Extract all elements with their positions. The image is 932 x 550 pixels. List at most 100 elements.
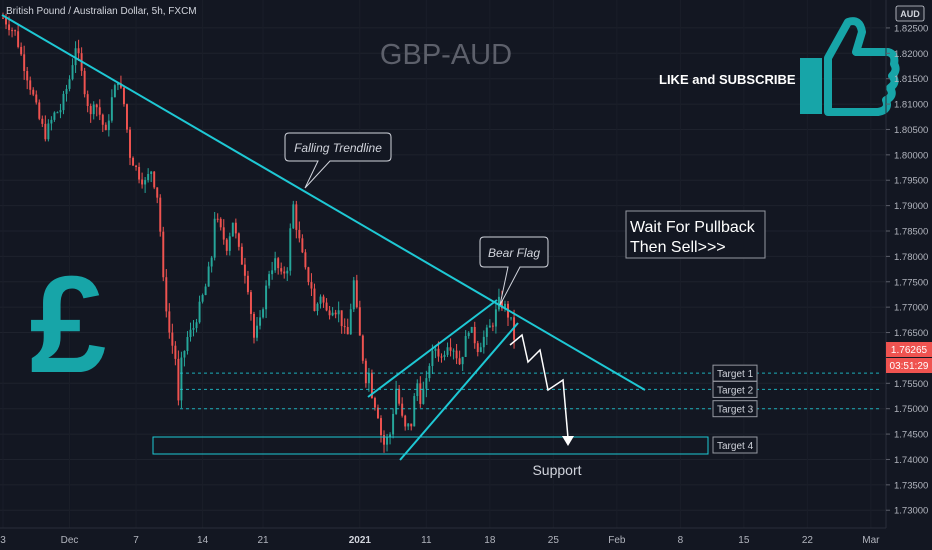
- candle-body: [407, 423, 410, 427]
- time-tick-label: 8: [678, 535, 684, 546]
- candle-body: [89, 105, 92, 115]
- target-label: Target 1: [717, 369, 754, 380]
- candle-body: [256, 325, 258, 338]
- candle-body: [53, 112, 56, 120]
- candle-body: [35, 94, 38, 103]
- candle-body: [364, 360, 367, 384]
- candle-body: [431, 350, 434, 367]
- currency-badge-box[interactable]: [895, 5, 925, 22]
- candle-body: [298, 229, 301, 239]
- candle-body: [5, 17, 8, 25]
- candle-body: [126, 104, 128, 130]
- price-axis[interactable]: 1.82500 1.82000 1.81500 1.81000 1.80500 1.800…: [885, 0, 928, 528]
- candle-body: [280, 268, 283, 272]
- countdown-value: 03:51:29: [890, 361, 929, 372]
- candle-body: [98, 107, 101, 115]
- candle-body: [458, 358, 461, 365]
- time-tick-label: 7: [133, 535, 139, 546]
- last-price-value: 1.76265: [891, 345, 928, 356]
- candle-body: [101, 114, 104, 125]
- candle-body: [204, 286, 207, 296]
- target-label: Target 2: [717, 385, 754, 396]
- candle-body: [150, 171, 153, 174]
- price-tick-label: 1.73500: [894, 480, 928, 491]
- candle-body: [277, 258, 280, 269]
- candle-body: [153, 171, 156, 188]
- candle-body: [225, 239, 228, 251]
- candle-body: [401, 403, 404, 416]
- candle-body: [249, 292, 252, 314]
- candle-body: [32, 89, 35, 95]
- candle-body: [95, 104, 98, 108]
- candle-body: [253, 313, 255, 338]
- symbol-watermark: GBP-AUD: [380, 39, 512, 71]
- candle-body: [141, 179, 144, 185]
- candle-body: [367, 372, 370, 384]
- candle-body: [425, 378, 428, 389]
- candle-body: [497, 296, 500, 310]
- candle-body: [192, 328, 195, 330]
- candle-body: [234, 222, 237, 234]
- candle-body: [113, 85, 116, 98]
- candle-body: [92, 104, 95, 115]
- bear-flag-callout: Bear Flag: [479, 236, 549, 306]
- time-tick-label: 2021: [349, 535, 372, 546]
- time-tick-label: Feb: [608, 535, 626, 546]
- candle-body: [20, 46, 23, 55]
- candle-body: [135, 165, 138, 167]
- candle-body: [392, 413, 395, 435]
- price-tick-label: 1.78500: [894, 227, 928, 238]
- candle-body: [104, 124, 107, 131]
- support-zone[interactable]: [152, 436, 709, 455]
- candle-body: [337, 310, 340, 315]
- candle-body: [295, 204, 298, 230]
- price-tick-label: 1.75500: [894, 379, 928, 390]
- candle-body: [307, 267, 310, 283]
- price-tick-label: 1.82000: [894, 49, 928, 60]
- candle-body: [243, 264, 246, 276]
- candle-body: [510, 317, 513, 319]
- candle-body: [274, 258, 277, 271]
- candle-body: [485, 327, 488, 337]
- bear-flag-upper-line[interactable]: [367, 299, 498, 398]
- candle-body: [464, 336, 467, 357]
- candle-body: [452, 350, 455, 352]
- projection-arrowhead: [562, 436, 574, 446]
- candle-body: [349, 309, 352, 335]
- candle-body: [189, 329, 192, 338]
- candle-body: [38, 102, 41, 119]
- candle-body: [358, 307, 361, 336]
- candle-body: [355, 280, 358, 308]
- candle-body: [44, 123, 47, 140]
- candle-body: [207, 266, 210, 287]
- candle-body: [26, 71, 29, 81]
- candle-body: [404, 415, 407, 427]
- wait-pullback-line2: Then Sell>>>: [630, 239, 726, 256]
- candle-body: [292, 204, 295, 229]
- candle-body: [14, 30, 17, 32]
- candle-body: [313, 288, 316, 311]
- candle-body: [419, 383, 422, 404]
- currency-badge[interactable]: AUD: [900, 9, 920, 19]
- candle-body: [216, 218, 219, 220]
- candle-body: [213, 218, 216, 258]
- candle-body: [361, 335, 364, 361]
- candle-body: [122, 87, 125, 105]
- candle-body: [416, 383, 419, 397]
- candle-body: [473, 326, 476, 344]
- time-axis[interactable]: 3 Dec 7 14 21 2021 11 18 25 Feb 8 15 22 Mar: [0, 527, 886, 546]
- candle-body: [319, 296, 322, 304]
- candle-body: [116, 83, 119, 86]
- falling-trendline[interactable]: [1, 14, 646, 391]
- symbol-label[interactable]: British Pound / Australian Dollar, 5h, F…: [6, 6, 197, 17]
- last-price-tag: [886, 342, 932, 357]
- candle-body: [119, 83, 122, 88]
- candle-body: [228, 236, 231, 251]
- candle-body: [443, 354, 446, 357]
- wait-pullback-box: Wait For Pullback Then Sell>>>: [625, 210, 766, 259]
- price-tick-label: 1.76500: [894, 328, 928, 339]
- price-tick-label: 1.73000: [894, 506, 928, 517]
- candle-body: [262, 309, 265, 318]
